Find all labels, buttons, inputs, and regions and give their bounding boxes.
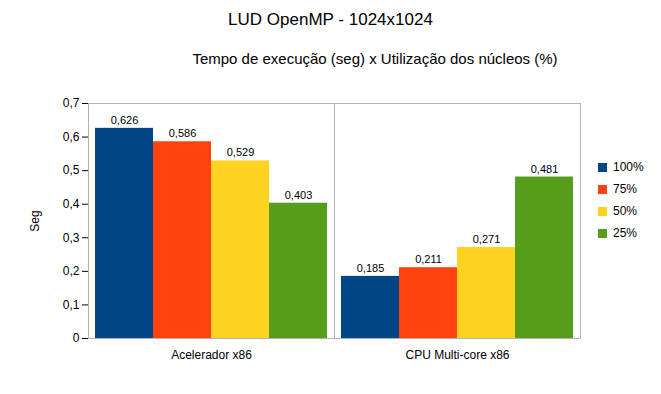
html-text:100%: 100% xyxy=(613,160,644,174)
html-text:50%: 50% xyxy=(613,204,637,218)
html-text:LUD OpenMP - 1024x1024: LUD OpenMP - 1024x1024 xyxy=(228,10,433,29)
svg-text:0,529: 0,529 xyxy=(227,146,255,158)
html-text:75%: 75% xyxy=(613,182,637,196)
html-text:Tempo de execução (seg) x Util: Tempo de execução (seg) x Utilização dos… xyxy=(192,50,558,67)
svg-text:0,2: 0,2 xyxy=(63,264,80,278)
svg-text:Seg: Seg xyxy=(28,210,42,231)
svg-text:0,403: 0,403 xyxy=(285,189,313,201)
svg-text:0: 0 xyxy=(73,331,80,345)
svg-text:0,1: 0,1 xyxy=(63,298,80,312)
svg-text:0,211: 0,211 xyxy=(415,253,442,265)
svg-text:0,4: 0,4 xyxy=(63,197,80,211)
svg-text:0,626: 0,626 xyxy=(111,114,139,126)
svg-text:0,586: 0,586 xyxy=(169,127,197,139)
svg-text:0,6: 0,6 xyxy=(63,130,80,144)
svg-text:0,7: 0,7 xyxy=(63,96,80,110)
svg-text:0,3: 0,3 xyxy=(63,231,80,245)
svg-text:0,5: 0,5 xyxy=(63,163,80,177)
svg-text:0,481: 0,481 xyxy=(531,163,559,175)
svg-text:Acelerador x86: Acelerador x86 xyxy=(171,348,252,362)
html-text:25%: 25% xyxy=(613,226,637,240)
svg-text:0,271: 0,271 xyxy=(473,233,501,245)
svg-text:0,185: 0,185 xyxy=(357,262,385,274)
svg-text:CPU Multi-core x86: CPU Multi-core x86 xyxy=(405,348,509,362)
